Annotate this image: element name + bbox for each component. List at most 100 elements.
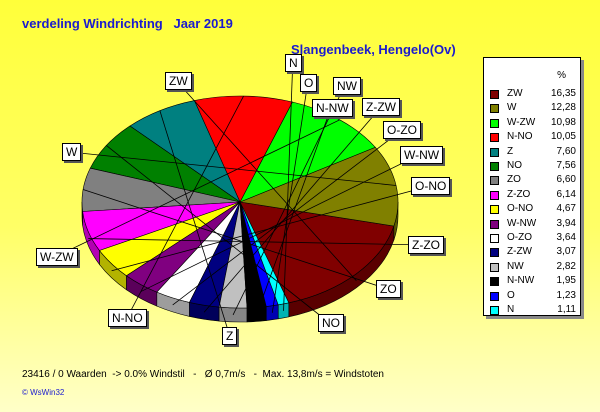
leader-line — [159, 110, 231, 337]
leader-line — [283, 62, 294, 311]
legend-item-w-zw: W-ZW 10,98 — [490, 117, 576, 130]
slice-label-nw: NW — [333, 77, 361, 95]
legend-swatch — [490, 90, 499, 99]
slice-label-z-zo: Z-ZO — [408, 236, 444, 254]
slice-label-w-nw: W-NW — [400, 146, 444, 164]
legend-value: 1,11 — [557, 304, 576, 315]
legend-swatch — [490, 306, 499, 315]
chart-title: verdeling Windrichting Jaar 2019 — [22, 16, 233, 31]
legend-item-no: NO 7,56 — [490, 160, 576, 173]
leader-line — [88, 238, 428, 246]
leader-line — [82, 189, 388, 290]
slice-label-no: NO — [318, 314, 344, 332]
legend-item-n: N 1,11 — [490, 304, 576, 317]
legend-item-z: Z 7,60 — [490, 146, 576, 159]
leader-line — [126, 95, 244, 319]
legend-label: N-NO — [507, 131, 533, 143]
legend-swatch — [490, 262, 499, 272]
slice-label-z-zw: Z-ZW — [362, 98, 400, 116]
legend-item-zo: ZO 6,60 — [490, 174, 576, 187]
legend-item-o: O 1,23 — [490, 290, 576, 303]
legend-label: ZO — [507, 174, 521, 186]
legend-label: W — [507, 102, 517, 114]
legend-swatch — [490, 133, 499, 143]
legend-swatch — [490, 147, 499, 157]
legend-item-zw: ZW 16,35 — [490, 88, 576, 101]
leader-line — [106, 145, 330, 324]
leader-line — [271, 82, 309, 313]
legend-label: ZW — [507, 88, 523, 99]
legend-label: N-NW — [507, 275, 535, 287]
legend-swatch — [490, 277, 499, 287]
leader-line — [111, 185, 431, 272]
footer-stats: 23416 / 0 Waarden -> 0.0% Windstil - Ø 0… — [22, 369, 384, 380]
legend-label: O-NO — [507, 203, 534, 215]
slice-label-n-no: N-NO — [108, 309, 147, 327]
legend-label: NO — [507, 160, 522, 171]
legend-item-w-nw: W-NW 3,94 — [490, 218, 576, 231]
slice-label-n-nw: N-NW — [312, 99, 353, 117]
legend-item-n-no: N-NO 10,05 — [490, 131, 576, 144]
legend-item-w: W 12,28 — [490, 102, 576, 115]
slice-label-o: O — [300, 74, 318, 92]
copyright: © WsWin32 — [22, 388, 65, 397]
slice-label-zo: ZO — [376, 280, 401, 298]
legend-swatch — [490, 162, 499, 171]
slice-label-w: W — [62, 143, 82, 161]
legend-value: 1,23 — [556, 289, 576, 301]
legend-value: 3,64 — [556, 232, 576, 243]
leader-line — [69, 151, 397, 186]
legend-swatch — [490, 118, 499, 128]
label-leaders — [54, 62, 431, 337]
legend-value: 10,05 — [550, 131, 576, 143]
legend-label: NW — [507, 260, 524, 272]
legend-item-z-zo: Z-ZO 6,14 — [490, 189, 576, 202]
chart-subtitle: Slangenbeek, Hengelo(Ov) — [291, 42, 456, 57]
legend-swatch — [490, 176, 499, 186]
legend-item-o-zo: O-ZO 3,64 — [490, 232, 576, 245]
pie-slice-w — [238, 146, 399, 227]
slice-label-o-zo: O-ZO — [383, 121, 421, 139]
slice-label-o-no: O-NO — [411, 177, 451, 195]
legend-header: % — [557, 70, 566, 81]
legend-swatch — [490, 219, 499, 229]
slice-label-w-zw: W-ZW — [36, 248, 78, 266]
legend-value: 1,95 — [556, 275, 576, 287]
legend-label: O — [507, 289, 515, 301]
legend-value: 6,14 — [556, 188, 576, 200]
legend-item-n-nw: N-NW 1,95 — [490, 275, 576, 288]
legend-swatch — [490, 190, 499, 200]
legend-item-o-no: O-NO 4,67 — [490, 203, 576, 216]
legend-swatch — [490, 104, 499, 114]
legend-swatch — [490, 248, 499, 258]
pie-slices — [81, 95, 399, 309]
legend-value: 7,56 — [556, 160, 576, 171]
legend-value: 4,67 — [556, 203, 576, 215]
legend-value: 16,35 — [550, 88, 576, 99]
legend: % ZW 16,35 W 12,28 W-ZW 10,98 N-NO 10,05 Z 7,60 NO… — [483, 57, 581, 316]
legend-label: W-ZW — [507, 116, 536, 128]
legend-swatch — [490, 205, 499, 215]
legend-value: 3,94 — [556, 217, 576, 229]
leader-line — [232, 85, 345, 316]
legend-value: 3,07 — [556, 246, 576, 258]
legend-label: O-ZO — [507, 232, 532, 243]
slice-label-n: N — [285, 54, 302, 72]
legend-value: 2,82 — [556, 260, 576, 272]
leader-line — [54, 119, 340, 258]
legend-value: 7,60 — [556, 145, 576, 157]
leader-line — [176, 80, 357, 281]
legend-value: 12,28 — [550, 102, 576, 114]
legend-value: 6,60 — [556, 174, 576, 186]
legend-label: Z-ZO — [507, 188, 531, 200]
slice-label-zw: ZW — [165, 72, 192, 90]
legend-label: W-NW — [507, 217, 537, 229]
pie-slice-zw — [239, 201, 395, 304]
legend-swatch — [490, 291, 499, 301]
slice-label-z: Z — [222, 327, 238, 345]
legend-label: N — [507, 304, 515, 315]
legend-swatch — [490, 234, 499, 243]
legend-item-z-zw: Z-ZW 3,07 — [490, 246, 576, 259]
legend-label: Z — [507, 145, 514, 157]
leader-line — [203, 106, 382, 313]
